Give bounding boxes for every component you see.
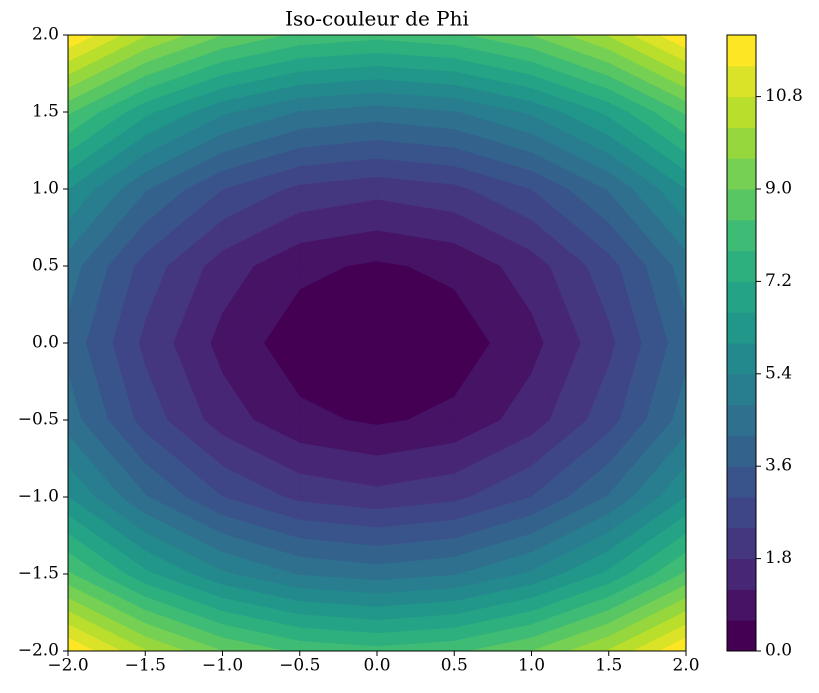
contour-band: [376, 645, 383, 652]
y-tick-label: −1.5: [18, 564, 59, 584]
y-tick-label: 0.5: [32, 256, 59, 276]
colorbar-segment: [727, 158, 756, 190]
colorbar-segment: [727, 466, 756, 498]
contour-band: [299, 396, 316, 421]
y-tick-label: −2.0: [18, 641, 59, 661]
y-tick-label: −1.0: [18, 487, 59, 507]
colorbar-segment: [727, 219, 756, 252]
contour-band: [608, 648, 612, 652]
colorbar-segment: [727, 620, 756, 652]
x-tick-label: −1.5: [125, 656, 166, 676]
colorbar-segment: [727, 527, 756, 560]
contour-band: [608, 558, 625, 575]
colorbar-segment: [727, 497, 756, 529]
contour-band: [222, 637, 235, 652]
contour-band: [222, 570, 226, 575]
colorbar-tick-label: 10.8: [765, 86, 803, 106]
colorbar-segment: [727, 373, 756, 406]
contour-band: [144, 568, 149, 575]
contour-band: [144, 493, 148, 498]
contour-band: [222, 465, 244, 498]
contour-band: [453, 549, 479, 575]
y-tick-label: 1.5: [32, 102, 59, 122]
colorbar-tick-label: 1.8: [765, 548, 792, 568]
colorbar-segment: [727, 189, 756, 221]
contour-band: [453, 637, 468, 652]
contour-band: [299, 473, 321, 498]
chart-title: Iso-couleur de Phi: [285, 7, 469, 31]
contour-band: [531, 630, 553, 652]
contour-band: [299, 556, 316, 575]
colorbar-segment: [727, 65, 756, 98]
colorbar-segment: [727, 127, 756, 159]
colorbar-tick-label: 9.0: [765, 179, 792, 199]
colorbar-frame: [726, 34, 757, 652]
x-tick-label: 2.0: [672, 656, 699, 676]
colorbar-segment: [727, 435, 756, 467]
colorbar-segment: [727, 343, 756, 375]
x-tick-label: −2.0: [47, 656, 88, 676]
colorbar-segment: [727, 35, 756, 67]
contour-band: [144, 365, 162, 421]
x-tick-label: 0.0: [363, 656, 390, 676]
y-tick-label: 0.0: [32, 333, 59, 353]
x-tick-label: 0.5: [441, 656, 468, 676]
colorbar-tick-label: 7.2: [765, 271, 792, 291]
contour-band: [376, 563, 389, 575]
x-tick-label: 1.5: [595, 656, 622, 676]
colorbar-segment: [727, 589, 756, 621]
colorbar-segment: [727, 312, 756, 344]
colorbar-segment: [727, 96, 756, 128]
x-tick-label: 1.0: [518, 656, 545, 676]
x-tick-label: −0.5: [279, 656, 320, 676]
colorbar-segment: [727, 404, 756, 436]
contour-band: [222, 372, 242, 421]
contour-band: [299, 640, 310, 652]
y-tick-label: 2.0: [32, 25, 59, 45]
colorbar-segment: [727, 250, 756, 282]
x-tick-label: −1.0: [202, 656, 243, 676]
colorbar-segment: [727, 281, 756, 313]
colorbar-tick-label: 5.4: [765, 363, 792, 383]
y-tick-label: 1.0: [32, 179, 59, 199]
contour-band: [531, 567, 538, 575]
y-tick-label: −0.5: [18, 410, 59, 430]
contour-band: [453, 450, 501, 498]
colorbar-tick-label: 0.0: [765, 641, 792, 661]
colorbar-tick-label: 3.6: [765, 456, 792, 476]
contour-band: [376, 484, 391, 498]
colorbar-segment: [727, 558, 756, 590]
